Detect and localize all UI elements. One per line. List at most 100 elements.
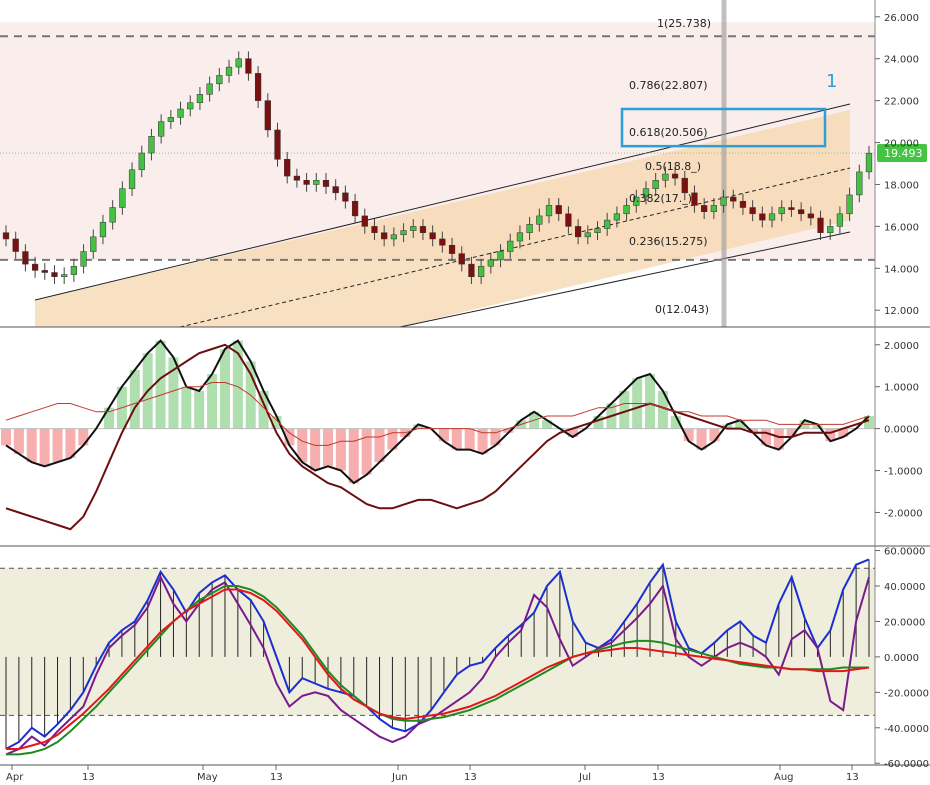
candle-body bbox=[788, 207, 795, 210]
oscillator-axis-tick-label: 2.0000 bbox=[884, 341, 919, 352]
candle-body bbox=[22, 251, 29, 265]
fib-label-0382: 0.382(17._) bbox=[629, 192, 692, 205]
fib-label-1: 1(25.738) bbox=[657, 17, 711, 30]
channel-fill bbox=[35, 110, 850, 327]
fib-label-0786: 0.786(22.807) bbox=[629, 79, 708, 92]
oscillator-series-2 bbox=[5, 343, 870, 531]
candle-body bbox=[555, 205, 562, 215]
candle-body bbox=[274, 129, 281, 160]
candle-body bbox=[439, 238, 446, 246]
candle-body bbox=[284, 159, 291, 177]
candle-body bbox=[167, 117, 174, 122]
candle-body bbox=[419, 226, 427, 233]
candle-body bbox=[536, 215, 543, 225]
candle-body bbox=[701, 205, 708, 212]
candle-body bbox=[594, 228, 601, 233]
candle-body bbox=[429, 232, 436, 240]
candle-body bbox=[827, 226, 834, 233]
oscillator-axis-tick-label: 1.0000 bbox=[884, 383, 919, 394]
price-axis-tick-label: 14.000 bbox=[884, 264, 919, 275]
time-axis-tick-label: 13 bbox=[652, 772, 665, 783]
candle-body bbox=[545, 205, 553, 217]
candle-body bbox=[351, 200, 359, 217]
fib-label-05: 0.5(18.8_) bbox=[645, 160, 701, 173]
candle-body bbox=[2, 232, 10, 240]
time-axis-tick-label: Aug bbox=[774, 772, 794, 783]
candle-body bbox=[361, 215, 368, 227]
channel-mid-line bbox=[179, 167, 851, 328]
fib-label-0236: 0.236(15.275) bbox=[629, 235, 708, 248]
candle-body bbox=[623, 205, 630, 215]
candle-body bbox=[61, 274, 68, 277]
candle-body bbox=[90, 236, 97, 252]
oscillator-series-3 bbox=[5, 382, 870, 446]
candle-body bbox=[41, 270, 48, 273]
channel-lower-line bbox=[399, 231, 851, 328]
time-axis-tick-label: 13 bbox=[270, 772, 283, 783]
candle-body bbox=[410, 226, 417, 231]
candle-body bbox=[225, 66, 233, 76]
candle-body bbox=[691, 192, 698, 206]
price-axis-tick-label: 20.000 bbox=[884, 139, 919, 150]
candle-body bbox=[710, 205, 717, 212]
candle-body bbox=[478, 265, 485, 277]
candle-body bbox=[342, 192, 349, 202]
candle-body bbox=[293, 175, 301, 181]
candle-body bbox=[448, 245, 456, 254]
candle-body bbox=[613, 213, 621, 221]
candle-body bbox=[739, 200, 747, 208]
candle-body bbox=[313, 180, 320, 185]
candle-body bbox=[264, 100, 271, 131]
candle-body bbox=[70, 265, 78, 275]
candle-body bbox=[119, 188, 126, 208]
candle-body bbox=[730, 196, 737, 202]
candle-body bbox=[797, 209, 805, 215]
momentum-axis-tick-label: 40.0000 bbox=[884, 582, 925, 593]
candle-body bbox=[177, 108, 184, 118]
candle-body bbox=[856, 171, 863, 196]
candle-body bbox=[526, 224, 533, 233]
candle-body bbox=[216, 75, 223, 85]
candle-body bbox=[400, 230, 407, 236]
candle-body bbox=[846, 194, 853, 215]
price-axis-tick-label: 24.000 bbox=[884, 55, 919, 66]
price-axis-tick-label: 22.000 bbox=[884, 97, 919, 108]
candle-body bbox=[662, 173, 669, 181]
momentum-axis-tick-label: 0.0000 bbox=[884, 653, 919, 664]
candle-body bbox=[206, 83, 213, 95]
candle-body bbox=[836, 213, 844, 227]
candle-body bbox=[235, 58, 242, 68]
time-axis-tick-label: Jul bbox=[578, 772, 591, 783]
price-axis-tick-label: 12.000 bbox=[884, 306, 919, 317]
candle-body bbox=[807, 213, 814, 219]
candle-body bbox=[322, 180, 330, 187]
candle-body bbox=[565, 213, 572, 227]
time-axis: Apr 13 May 13 Jun 13 Jul 13 Aug 13 bbox=[6, 765, 859, 783]
candle-body bbox=[187, 102, 194, 110]
candle-body bbox=[12, 238, 19, 252]
candle-body bbox=[759, 213, 766, 221]
candle-body bbox=[574, 226, 582, 238]
oscillator-axis-tick-label: -2.0000 bbox=[884, 508, 923, 519]
price-axis-tick-label: 26.000 bbox=[884, 13, 919, 24]
candle-body bbox=[720, 196, 727, 206]
momentum-axis-tick-label: 20.0000 bbox=[884, 617, 925, 628]
current-price-tag bbox=[877, 144, 927, 162]
momentum-axis-tick-label: -60.0000 bbox=[884, 759, 929, 770]
momentum-axis: 60.0000 40.0000 20.0000 0.0000 -20.0000 -40.0… bbox=[875, 547, 929, 770]
candle-body bbox=[158, 121, 165, 137]
time-axis-tick-label: Jun bbox=[391, 772, 408, 783]
oscillator-axis: 2.0000 1.0000 0.0000 -1.0000 -2.0000 bbox=[875, 341, 923, 519]
candle-body bbox=[128, 169, 136, 189]
momentum-panel bbox=[0, 558, 875, 756]
candle-body bbox=[633, 196, 640, 206]
momentum-zone-fill bbox=[0, 568, 875, 716]
price-axis: 12.000 14.000 16.000 18.000 20.000 22.000 24.0… bbox=[875, 13, 919, 317]
candle-body bbox=[681, 177, 688, 194]
current-price-value: 19.493 bbox=[884, 147, 923, 160]
candle-body bbox=[371, 226, 378, 233]
candle-body bbox=[642, 188, 650, 198]
handwritten-annotation: 1 bbox=[826, 71, 837, 92]
momentum-red-line bbox=[6, 588, 870, 750]
